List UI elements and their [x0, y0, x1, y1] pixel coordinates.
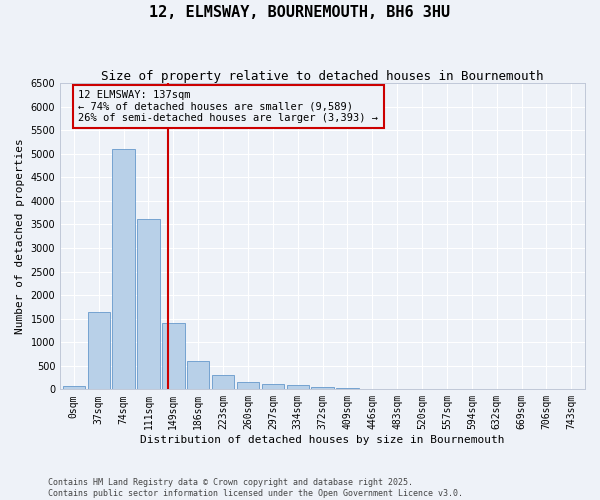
Bar — [361, 388, 383, 390]
Bar — [62, 386, 85, 390]
Bar — [88, 312, 110, 390]
Bar — [187, 360, 209, 390]
Title: Size of property relative to detached houses in Bournemouth: Size of property relative to detached ho… — [101, 70, 544, 83]
Bar — [162, 323, 185, 390]
Bar — [311, 387, 334, 390]
Bar — [336, 388, 359, 390]
Text: 12, ELMSWAY, BOURNEMOUTH, BH6 3HU: 12, ELMSWAY, BOURNEMOUTH, BH6 3HU — [149, 5, 451, 20]
Bar — [212, 374, 234, 390]
Bar — [112, 149, 135, 390]
Y-axis label: Number of detached properties: Number of detached properties — [15, 138, 25, 334]
Text: Contains HM Land Registry data © Crown copyright and database right 2025.
Contai: Contains HM Land Registry data © Crown c… — [48, 478, 463, 498]
X-axis label: Distribution of detached houses by size in Bournemouth: Distribution of detached houses by size … — [140, 435, 505, 445]
Text: 12 ELMSWAY: 137sqm
← 74% of detached houses are smaller (9,589)
26% of semi-deta: 12 ELMSWAY: 137sqm ← 74% of detached hou… — [79, 90, 379, 124]
Bar — [262, 384, 284, 390]
Bar — [287, 386, 309, 390]
Bar — [237, 382, 259, 390]
Bar — [137, 218, 160, 390]
